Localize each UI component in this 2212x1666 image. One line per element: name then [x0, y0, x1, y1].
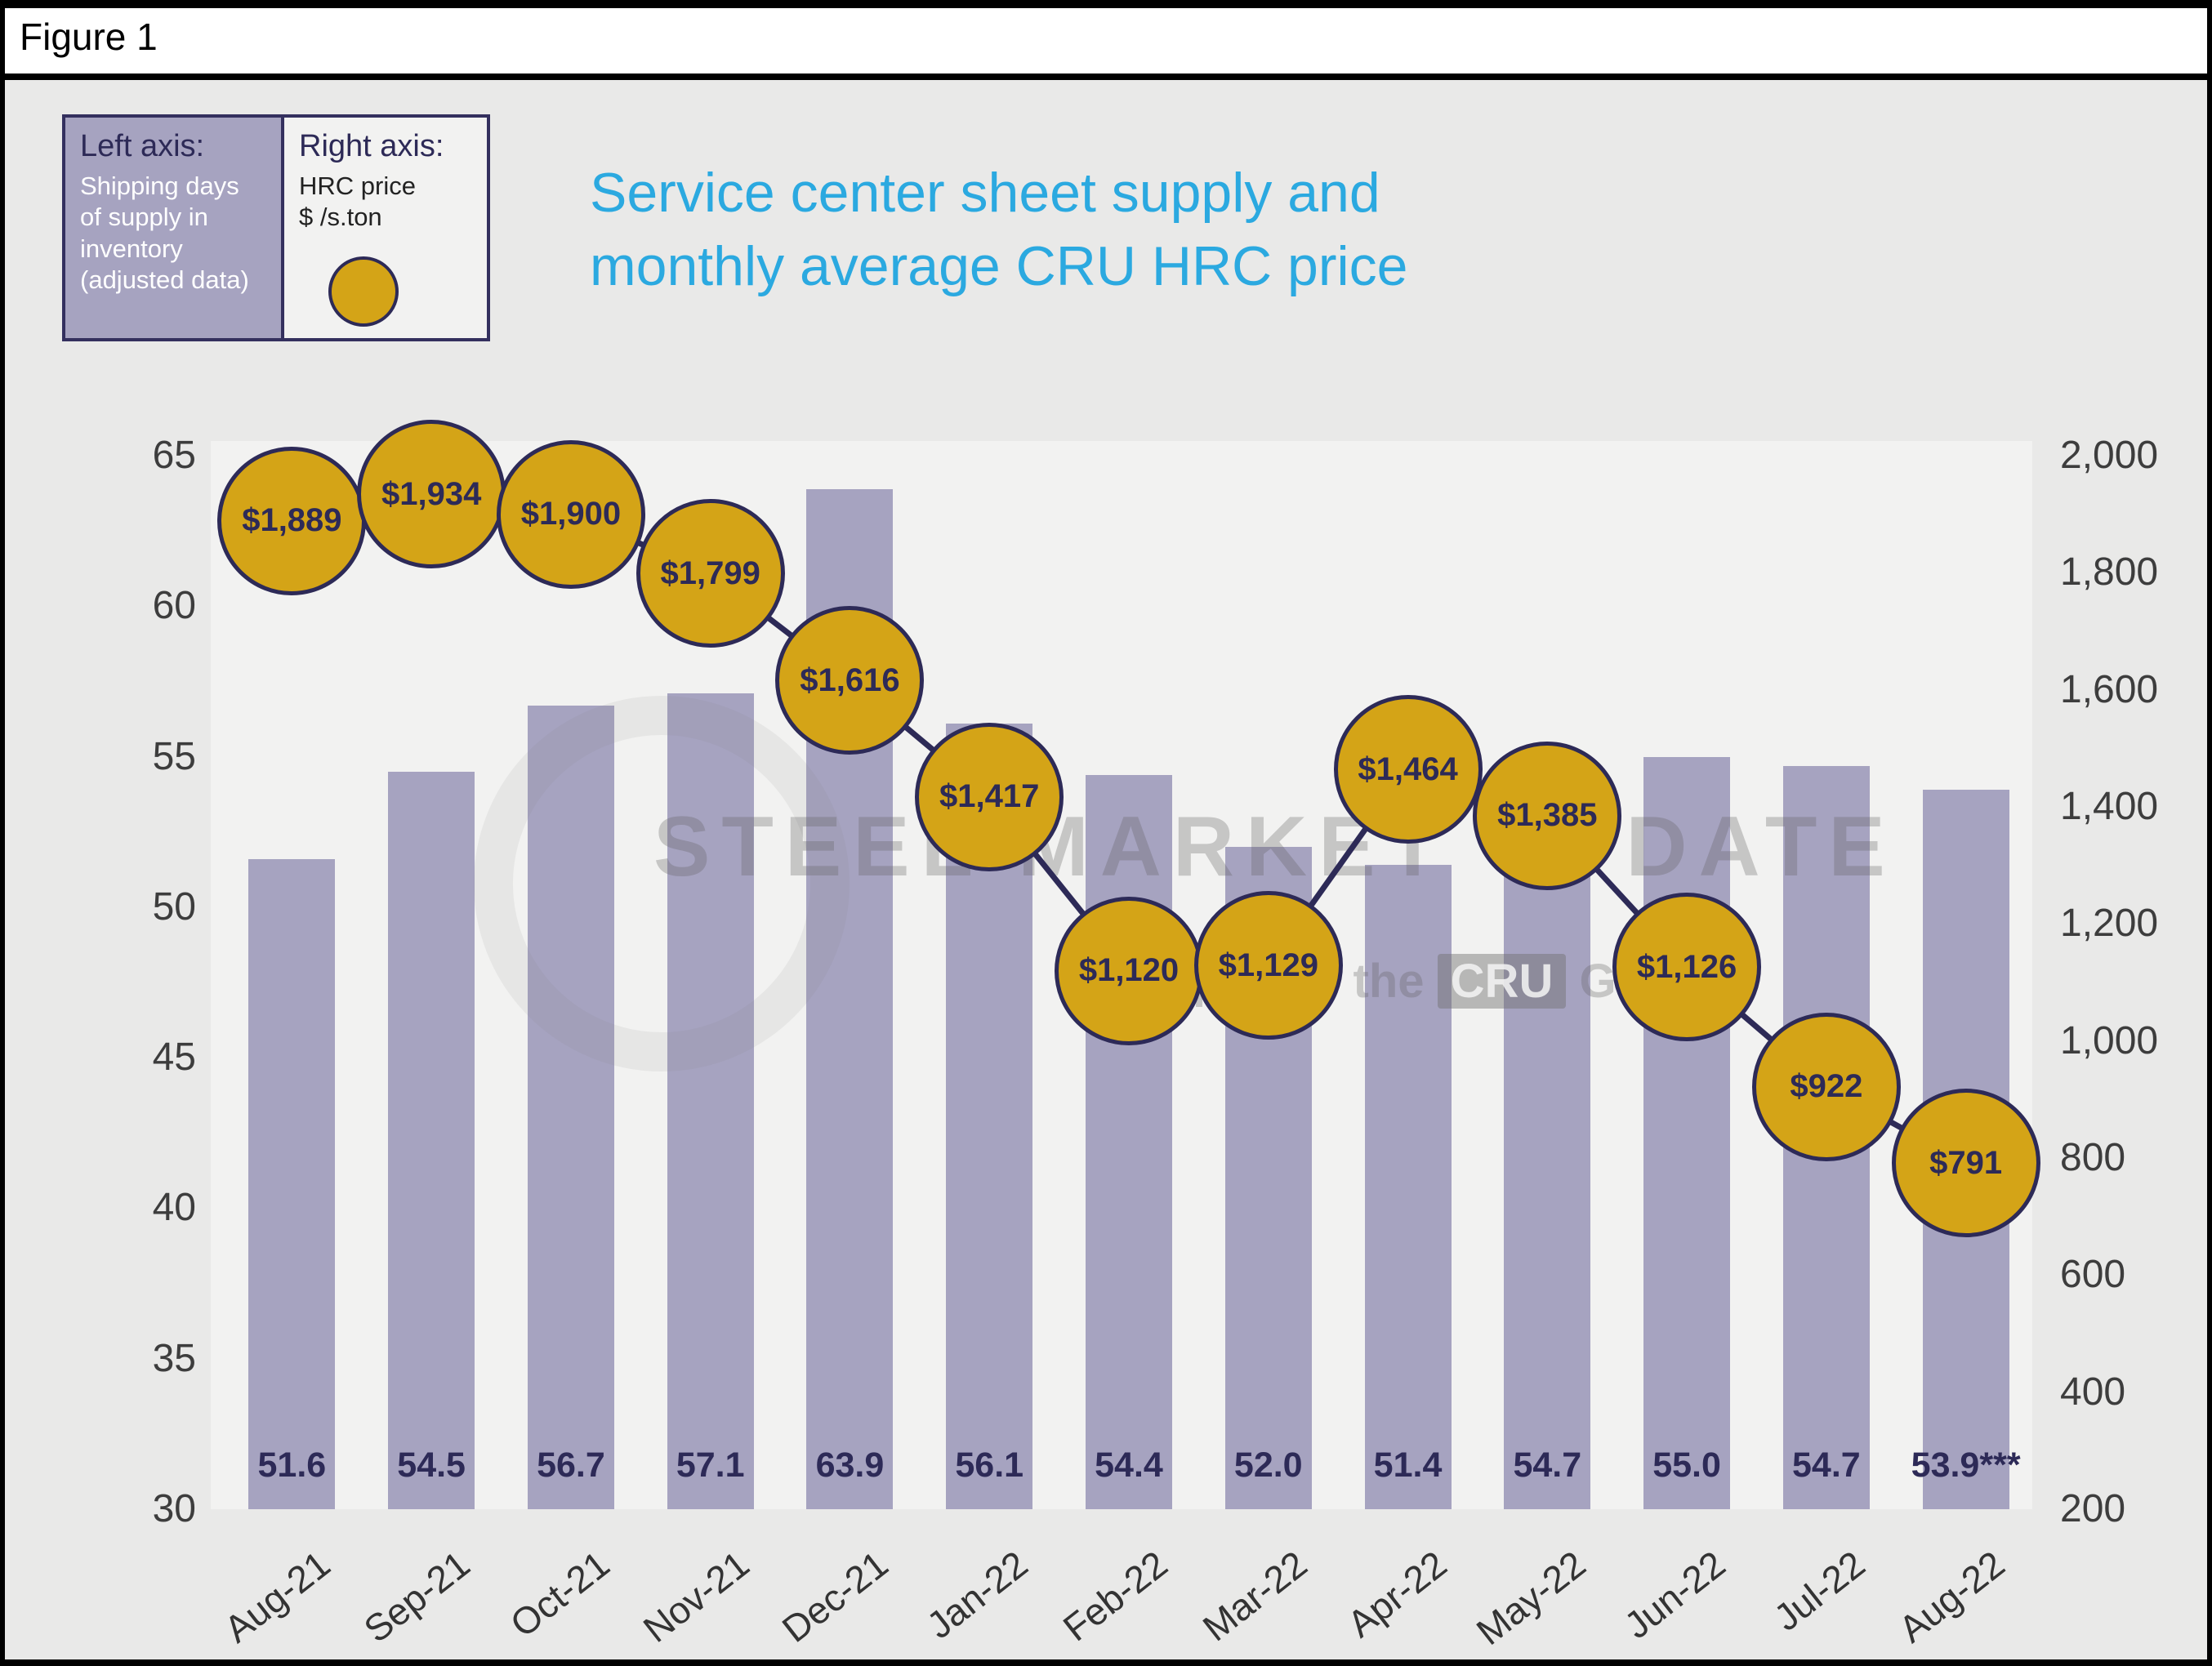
bar-Aug-21	[248, 858, 336, 1509]
bar-value-May-22: 54.7	[1513, 1446, 1582, 1485]
left-axis-tick-60: 60	[152, 584, 196, 628]
bar-value-Aug-22: 53.9***	[1911, 1446, 2021, 1485]
chart-title: Service center sheet supply and monthly …	[590, 162, 1408, 297]
bar-value-Mar-22: 52.0	[1233, 1446, 1303, 1485]
bar-value-Apr-22: 51.4	[1373, 1446, 1443, 1485]
hrc-price-marker-icon	[328, 256, 399, 327]
bar-Feb-22	[1086, 774, 1172, 1509]
legend-right-axis-cell: Right axis: HRC price $ /s.ton	[281, 118, 487, 338]
right-axis-tick-200: 200	[2060, 1487, 2126, 1530]
right-axis-tick-1,600: 1,600	[2060, 667, 2159, 711]
left-axis-tick-35: 35	[152, 1336, 196, 1380]
legend-left-description: Shipping days of supply in inventory (ad…	[80, 172, 249, 295]
bar-value-Aug-21: 51.6	[257, 1446, 327, 1485]
hrc-price-marker-Jan-22: $1,417	[915, 722, 1064, 871]
left-axis-tick-65: 65	[152, 434, 196, 477]
hrc-price-marker-Dec-21: $1,616	[775, 606, 925, 755]
right-axis-tick-1,800: 1,800	[2060, 550, 2159, 595]
right-axis-tick-1,000: 1,000	[2060, 1018, 2159, 1062]
right-axis-tick-400: 400	[2060, 1370, 2126, 1414]
legend-left-axis-cell: Left axis: Shipping days of supply in in…	[65, 118, 281, 338]
bar-value-Sep-21: 54.5	[397, 1446, 466, 1485]
left-axis-tick-50: 50	[152, 884, 196, 929]
bar-Sep-21	[388, 772, 475, 1509]
bar-value-Oct-21: 56.7	[537, 1446, 605, 1485]
bar-Apr-22	[1364, 865, 1452, 1509]
right-axis-tick-800: 800	[2060, 1136, 2126, 1179]
bar-value-Jan-22: 56.1	[955, 1446, 1024, 1485]
right-axis-tick-1,200: 1,200	[2060, 902, 2159, 946]
legend-right-title: Right axis:	[299, 129, 444, 163]
bar-value-Jul-22: 54.7	[1791, 1446, 1861, 1485]
hrc-price-marker-Mar-22: $1,129	[1193, 891, 1343, 1040]
hrc-price-marker-Feb-22: $1,120	[1055, 896, 1203, 1045]
bar-value-Dec-21: 63.9	[815, 1446, 885, 1485]
bar-value-Nov-21: 57.1	[676, 1446, 745, 1485]
hrc-price-marker-Nov-21: $1,799	[636, 499, 785, 648]
right-axis-tick-1,400: 1,400	[2060, 785, 2159, 828]
hrc-price-marker-Aug-22: $791	[1891, 1089, 2040, 1238]
legend: Left axis: Shipping days of supply in in…	[62, 114, 490, 341]
left-axis-tick-40: 40	[152, 1186, 196, 1230]
right-axis-tick-2,000: 2,000	[2060, 434, 2159, 477]
hrc-price-marker-Jun-22: $1,126	[1612, 893, 1762, 1042]
right-axis-tick-600: 600	[2060, 1253, 2126, 1297]
legend-left-title: Left axis:	[80, 129, 205, 163]
figure-label: Figure 1	[20, 16, 158, 58]
hrc-price-marker-Sep-21: $1,934	[357, 420, 506, 569]
left-axis-tick-55: 55	[152, 734, 196, 778]
hrc-price-marker-Oct-21: $1,900	[496, 439, 645, 589]
bar-Nov-21	[667, 693, 754, 1509]
bar-Jun-22	[1643, 756, 1731, 1509]
x-label-Aug-21: Aug-21	[216, 1542, 339, 1651]
bar-value-Jun-22: 55.0	[1652, 1446, 1721, 1485]
hrc-price-marker-Aug-21: $1,889	[217, 446, 367, 595]
left-axis-tick-45: 45	[152, 1036, 196, 1080]
hrc-price-marker-Apr-22: $1,464	[1333, 695, 1483, 844]
left-axis-tick-30: 30	[152, 1487, 196, 1530]
bar-Oct-21	[527, 705, 614, 1509]
legend-right-description: HRC price $ /s.ton	[299, 172, 416, 232]
hrc-price-marker-May-22: $1,385	[1473, 741, 1622, 890]
hrc-price-marker-Jul-22: $922	[1751, 1012, 1901, 1161]
figure-header: Figure 1	[5, 8, 2207, 74]
bar-value-Feb-22: 54.4	[1095, 1446, 1163, 1485]
